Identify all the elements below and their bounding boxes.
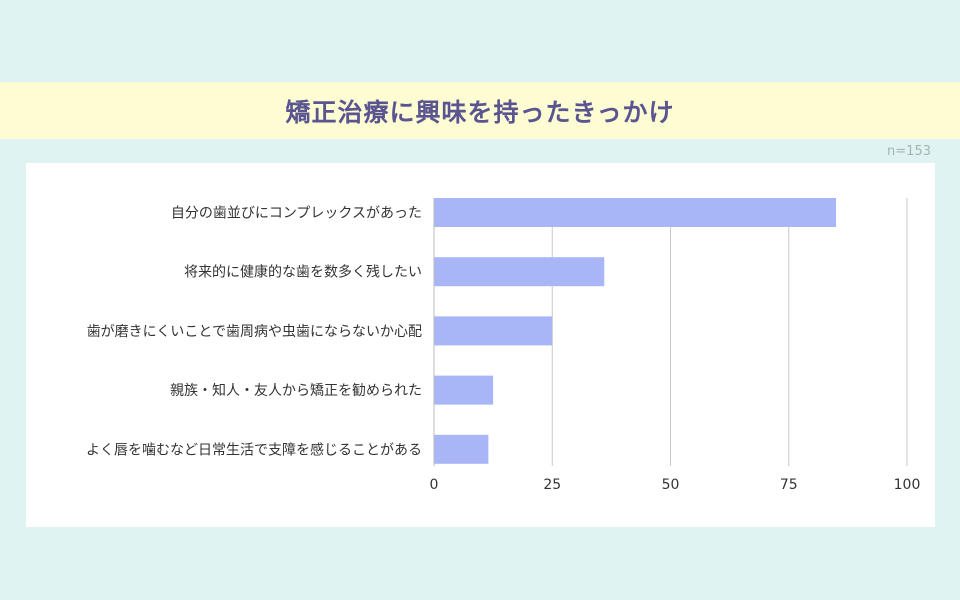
x-tick-label: 0 (430, 477, 439, 493)
bar (434, 434, 489, 464)
x-tick-label: 75 (780, 477, 798, 493)
category-label: 歯が磨きにくいことで歯周病や虫歯にならないか心配 (87, 324, 422, 340)
category-label: 親族・知人・友人から矯正を勧められた (170, 382, 422, 399)
x-tick-label: 50 (662, 477, 680, 493)
bar (434, 257, 605, 287)
sample-size-note: n=153 (887, 144, 931, 159)
x-tick-label: 25 (543, 477, 561, 493)
bar (434, 198, 837, 227)
category-label: 自分の歯並びにコンプレックスがあった (171, 206, 422, 222)
bar (434, 375, 494, 405)
category-label: よく唇を噛むなど日常生活で支障を感じることがある (86, 441, 422, 458)
bar (434, 316, 553, 346)
x-tick-label: 100 (894, 477, 921, 493)
chart-title: 矯正治療に興味を持ったきっかけ (285, 97, 675, 127)
category-label: 将来的に健康的な歯を数多く残したい (184, 264, 422, 281)
title-band: 矯正治療に興味を持ったきっかけ (0, 82, 960, 139)
